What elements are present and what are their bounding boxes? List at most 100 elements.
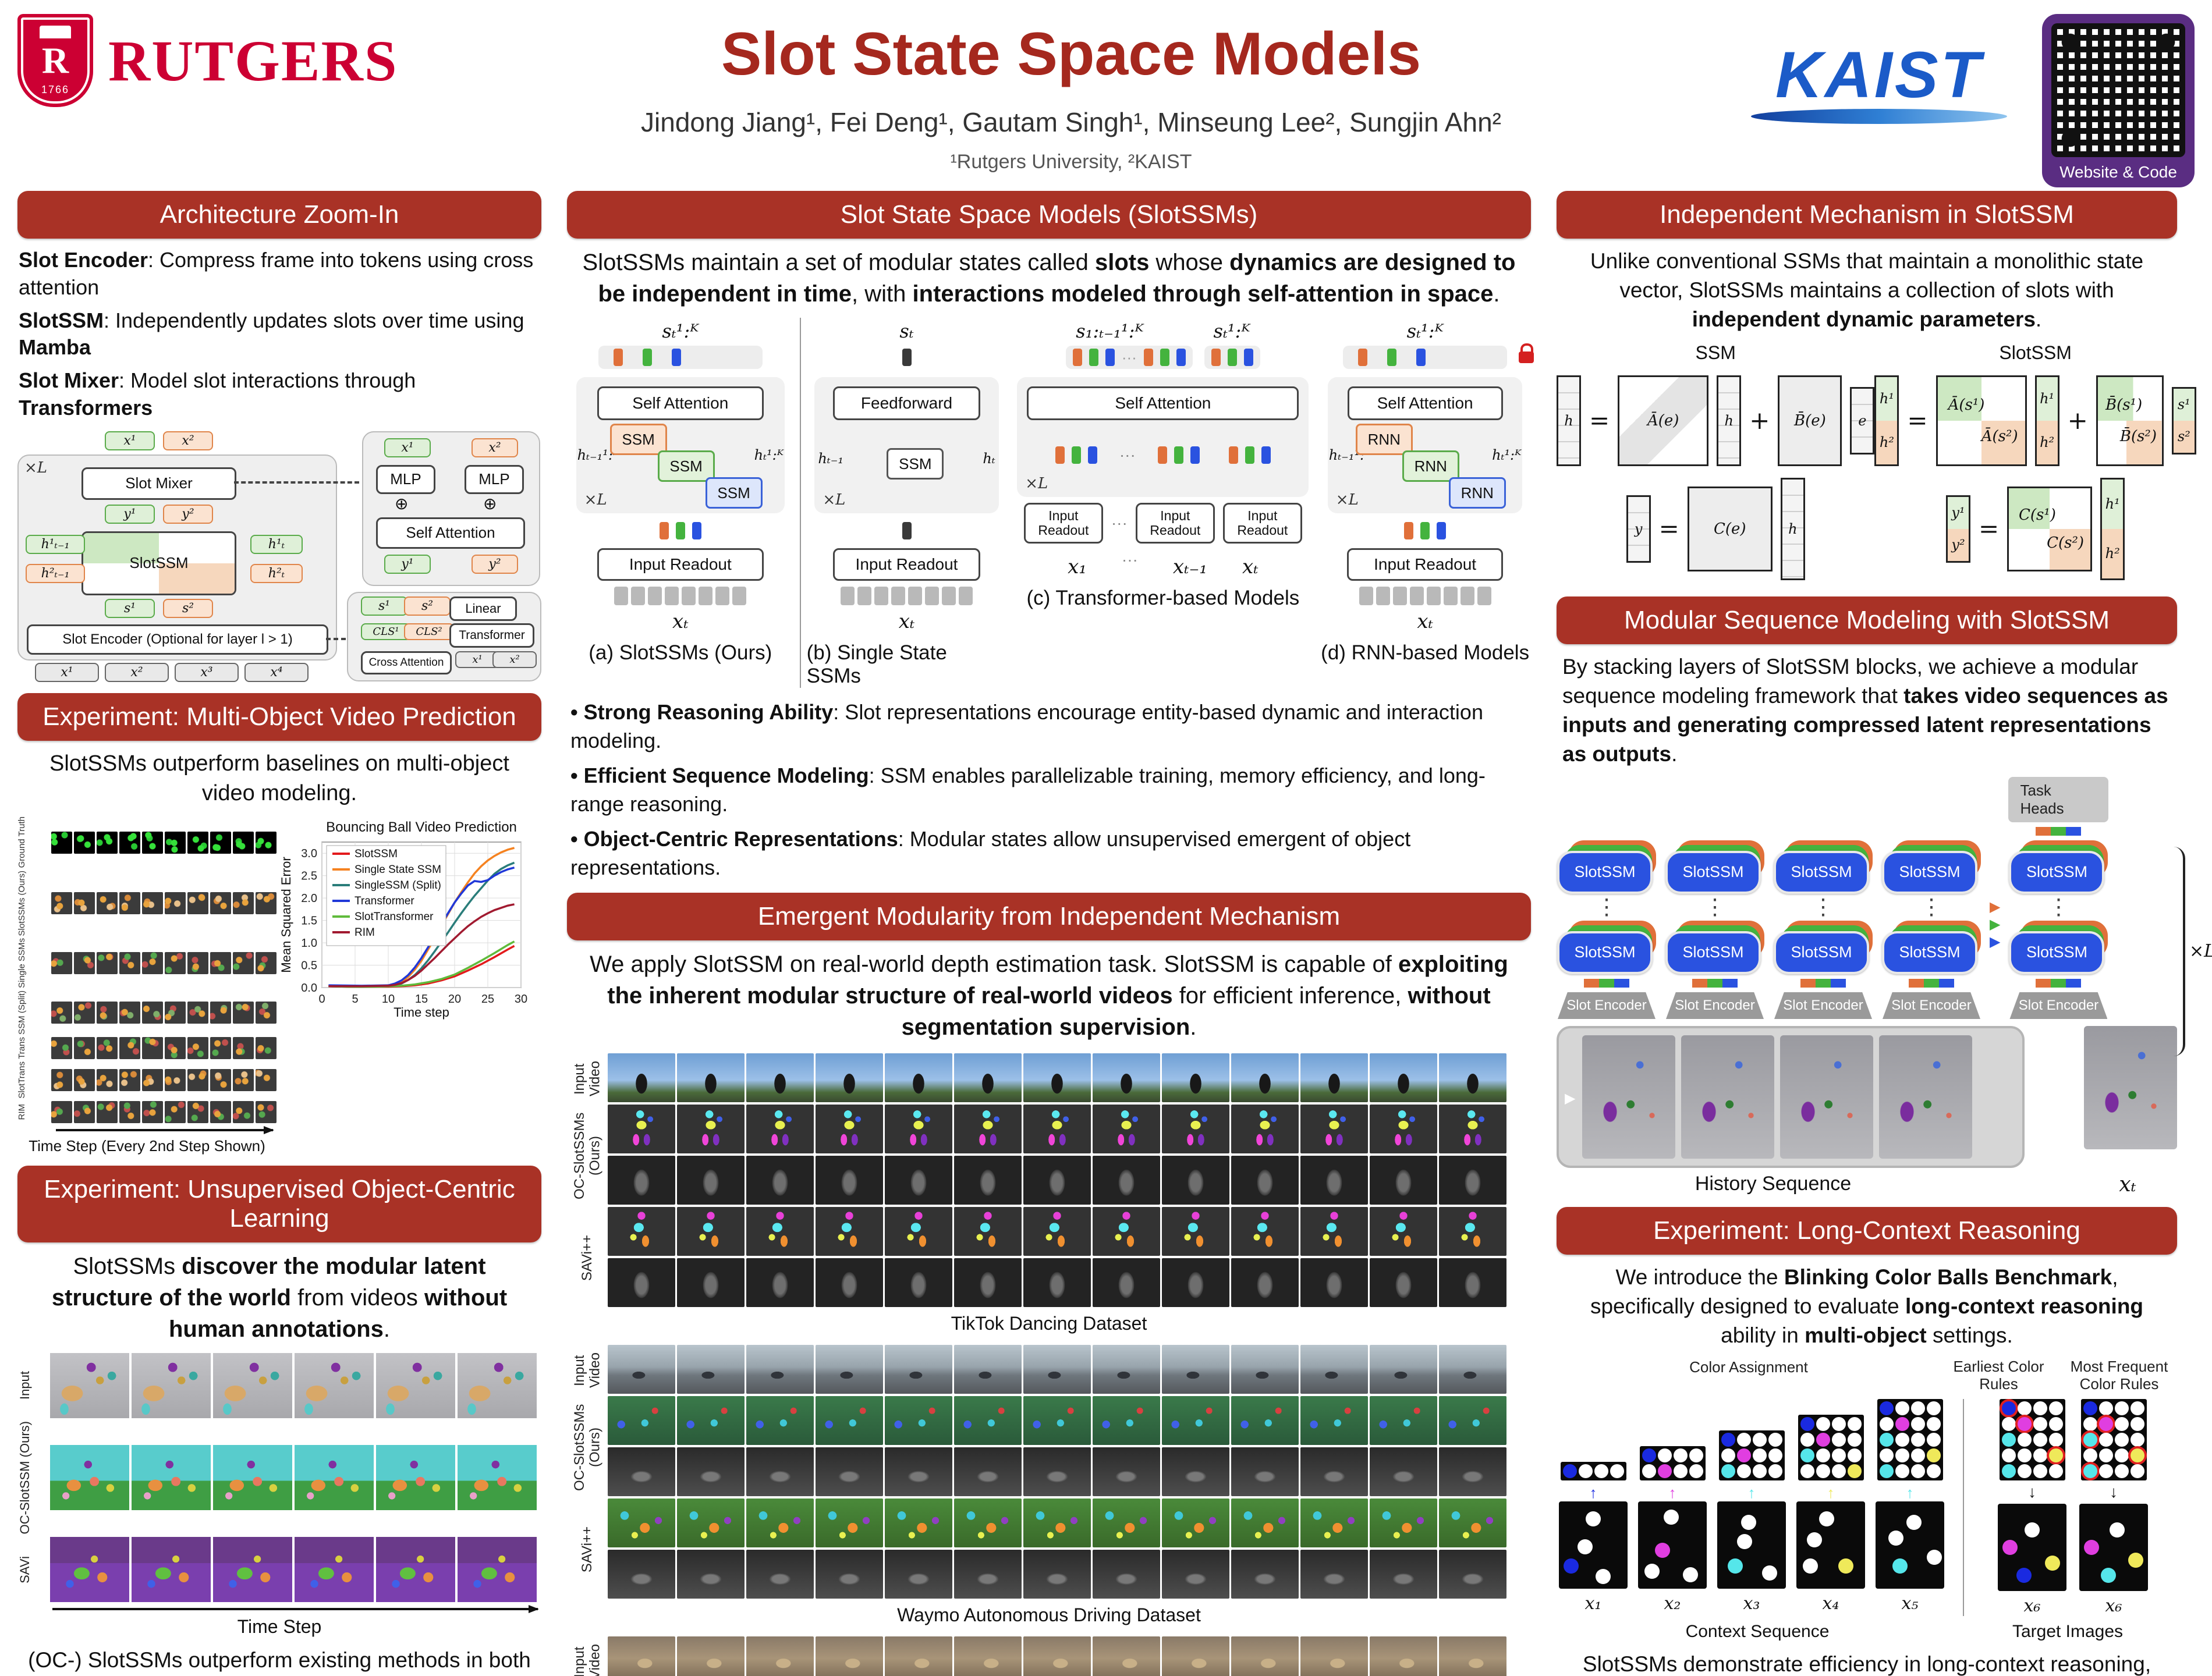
strip-frame [954,1104,1022,1153]
grid-cell [1721,1432,1735,1447]
grid-cell [2130,1448,2144,1462]
svg-text:0.0: 0.0 [301,982,317,995]
dataset-strip-row [608,1447,1531,1496]
grid-cell [2083,1416,2097,1431]
ball [1802,1558,1818,1574]
video-frame [187,892,208,915]
video-frame [74,892,95,915]
video-frame [97,1002,118,1024]
video-row: Ground Truth [17,816,276,868]
ssm-title: SSM [1695,342,1736,363]
svg-text:0.5: 0.5 [301,960,317,972]
qr-code-box[interactable]: Website & Code [2042,14,2195,187]
slotssm-pill-stack: SlotSSM [1774,840,1873,894]
ball [2016,1567,2032,1583]
video-frame [187,1002,208,1024]
strip-frame [1093,1396,1160,1445]
strip-frame [1370,1053,1437,1102]
grid-cell [2001,1464,2016,1478]
grid-cell [1610,1464,1624,1478]
strip-frame [1162,1104,1229,1153]
slotssm-pill: SlotSSM [1665,850,1761,894]
strip-frame [746,1053,814,1102]
dataset-group-label: OC-SlotSSMs (Ours) [567,1396,608,1499]
video-frame [233,892,254,915]
ball [1838,1558,1853,1574]
columns: Architecture Zoom-In Slot Encoder: Compr… [0,180,2212,1676]
ocl-frame [295,1352,374,1418]
video-frame [142,1068,163,1091]
arch-line-1: Slot Encoder: Compress frame into tokens… [19,248,534,299]
video-pred-content: Ground Truth SlotSSMs (Ours) Single SSMs SS… [17,816,541,1155]
grid-cell [1594,1464,1608,1478]
grid-row [2083,1401,2144,1415]
token-groups: ··· [1017,420,1309,490]
grid-cell [2130,1464,2144,1478]
slot-labels: s₁:ₜ₋₁¹:ᴷ sₜ¹:ᴷ [1076,318,1250,346]
slot-bar [895,346,919,369]
grid-row [1879,1432,1941,1447]
strip-frame [1439,1344,1506,1394]
panel-caption: (c) Transformer-based Models [1026,587,1300,609]
strip-frame [1300,1636,1368,1676]
history-caption: History Sequence [1695,1172,1852,1195]
svg-text:25: 25 [481,993,494,1006]
grid-cell [1816,1448,1830,1462]
qr-code-icon[interactable] [2051,23,2185,157]
video-frame [142,892,163,915]
slot-chip-bar [2036,826,2082,836]
strip-frame [1162,1344,1229,1394]
context-frame-column: ↑ x₄ [1794,1485,1867,1614]
ocl-row-label: Input [17,1371,32,1400]
dataset-label-text: SAVi++ [579,1234,595,1281]
grid-cell [2001,1416,2016,1431]
strip-frame [1231,1396,1299,1445]
video-frame [142,952,163,975]
ball [1682,1567,1698,1582]
grid-cell [2017,1464,2032,1478]
dashed-connector [326,637,361,640]
ball [1818,1511,1834,1526]
transform-arrow-icon: ▶ [1990,916,2001,932]
kaist-wordmark: KAIST [1775,38,1983,111]
x2-chip: x² [472,438,518,457]
token-x4: x⁴ [244,662,309,682]
qr-label: Website & Code [2059,163,2177,181]
ocl-row-tiles [50,1537,537,1602]
grid-row [1879,1464,1941,1478]
video-rollout-grid: Ground Truth SlotSSMs (Ours) Single SSMs SS… [17,816,276,1155]
strip-frame [1231,1206,1299,1256]
history-frame [1582,1035,1675,1159]
svg-text:0: 0 [318,993,325,1006]
dataset-caption: TikTok Dancing Dataset [951,1312,1147,1334]
strip-frame [746,1155,814,1205]
video-frame [97,1068,118,1091]
grid-cell [1736,1464,1751,1478]
grid-cell [1800,1432,1814,1447]
strip-frame [1093,1104,1160,1153]
slot-encoder-trapezoid: Slot Encoder [1558,992,1656,1019]
grid-cell [1831,1432,1846,1447]
linear-box: Linear [449,596,517,621]
grid-cell [2083,1401,2097,1415]
self-attention-box: Self Attention [597,386,764,420]
dataset-strips: Input Video OC-SlotSSMs (Ours) SAVi++ TikTo… [567,1053,1531,1676]
ocl-row-label: OC-SlotSSM (Ours) [17,1421,32,1534]
grid-cell [1910,1448,1925,1462]
dataset-block: Input Video OC-SlotSSMs (Ours) SAVi++ Waymo… [567,1344,1531,1626]
strip-frame [954,1053,1022,1102]
video-frame [142,831,163,854]
target-column: ↓ x₆ [1998,1398,2066,1616]
strip-frame [816,1636,883,1676]
grid-cell [1926,1464,1941,1478]
dataset-label-text: Input Video [571,1644,602,1676]
svg-text:Bouncing Ball Video Prediction: Bouncing Ball Video Prediction [326,819,517,835]
video-frame [233,1002,254,1024]
frame-label: x₆ [2023,1595,2041,1616]
grid-cell [2130,1416,2144,1431]
video-frame [142,1037,163,1059]
video-frame [119,1068,140,1091]
ocl-frame [132,1537,211,1602]
im-text: Unlike conventional SSMs that maintain a… [1590,249,2144,331]
dataset-block: Input Video OC-SlotSSMs (Ours) SAVi++ TikTo… [567,1053,1531,1334]
